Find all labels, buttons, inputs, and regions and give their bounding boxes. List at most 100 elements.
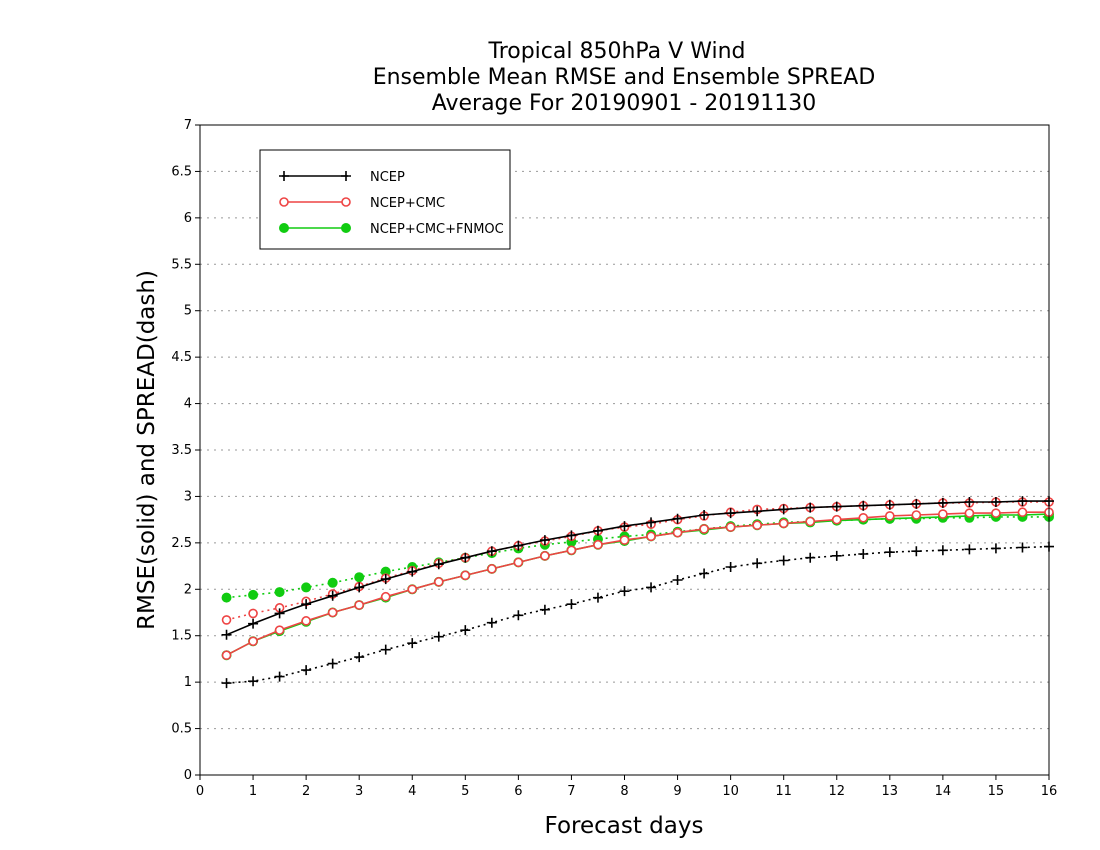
rmse-point bbox=[566, 545, 577, 556]
x-tick-label: 14 bbox=[935, 784, 952, 799]
rmse-point bbox=[433, 559, 444, 570]
rmse-point bbox=[831, 501, 842, 512]
y-axis-ticks: 0 0.5 1 1.5 2 2.5 3 3.5 4 4.5 5 5.5 6 6.5 7 bbox=[171, 118, 200, 783]
rmse-point bbox=[354, 582, 365, 593]
legend-label: NCEP+CMC+FNMOC bbox=[370, 222, 504, 237]
x-tick-label: 1 bbox=[249, 784, 257, 799]
x-tick-label: 5 bbox=[461, 784, 469, 799]
legend-marker bbox=[279, 223, 289, 233]
rmse-point bbox=[486, 546, 497, 557]
rmse-point bbox=[964, 497, 975, 507]
rmse-point bbox=[327, 590, 338, 601]
rmse-point bbox=[221, 629, 232, 640]
spread-point bbox=[433, 631, 444, 642]
title-line-2: Ensemble Mean RMSE and Ensemble SPREAD bbox=[373, 65, 876, 90]
rmse-point bbox=[301, 616, 311, 626]
x-tick-label: 4 bbox=[408, 784, 416, 799]
rmse-point bbox=[990, 497, 1001, 507]
y-axis-title: RMSE(solid) and SPREAD(dash) bbox=[134, 270, 160, 630]
spread-point bbox=[248, 589, 259, 600]
spread-point bbox=[221, 592, 232, 603]
spread-point bbox=[354, 652, 365, 663]
rmse-point bbox=[593, 539, 603, 550]
rmse-point bbox=[592, 525, 603, 536]
spread-point bbox=[248, 676, 259, 687]
spread-point bbox=[646, 582, 657, 593]
y-tick-label: 7 bbox=[184, 118, 192, 133]
legend-label: NCEP+CMC bbox=[370, 196, 445, 211]
spread-point bbox=[380, 644, 391, 655]
spread-point bbox=[460, 625, 471, 636]
y-tick-label: 0.5 bbox=[171, 722, 192, 737]
rmse-line bbox=[226, 511, 1049, 656]
spread-point bbox=[858, 549, 869, 559]
x-tick-label: 8 bbox=[620, 784, 628, 799]
spread-point bbox=[672, 575, 683, 585]
spread-point bbox=[301, 582, 312, 593]
spread-point bbox=[221, 615, 232, 625]
legend-label: NCEP bbox=[370, 170, 405, 185]
rmse-point bbox=[327, 607, 338, 618]
y-tick-label: 3 bbox=[184, 489, 192, 504]
x-tick-label: 12 bbox=[828, 784, 845, 799]
series-layer bbox=[221, 496, 1054, 689]
rmse-point bbox=[539, 535, 550, 546]
x-tick-label: 3 bbox=[355, 784, 363, 799]
spread-point bbox=[539, 604, 550, 615]
y-tick-label: 4 bbox=[184, 397, 192, 412]
spread-point bbox=[937, 545, 948, 556]
x-tick-label: 16 bbox=[1041, 784, 1058, 799]
title-line-1: Tropical 850hPa V Wind bbox=[487, 39, 745, 64]
rmse-point bbox=[752, 520, 762, 531]
spread-point bbox=[699, 568, 710, 579]
rmse-point bbox=[646, 531, 656, 542]
rmse-point bbox=[805, 502, 816, 513]
rmse-point bbox=[433, 577, 444, 587]
legend-marker bbox=[279, 197, 289, 207]
y-tick-label: 1.5 bbox=[171, 629, 192, 644]
y-tick-label: 5.5 bbox=[171, 257, 192, 272]
y-tick-label: 1 bbox=[184, 675, 192, 690]
rmse-point bbox=[274, 625, 285, 635]
spread-point bbox=[619, 586, 630, 597]
spread-point bbox=[884, 547, 895, 558]
spread-point bbox=[778, 555, 789, 566]
x-tick-label: 7 bbox=[567, 784, 575, 799]
y-tick-label: 2 bbox=[184, 582, 192, 597]
rmse-point bbox=[778, 518, 789, 529]
spread-point bbox=[752, 558, 763, 569]
spread-point bbox=[274, 671, 285, 682]
x-tick-label: 13 bbox=[882, 784, 899, 799]
rmse-point bbox=[937, 497, 948, 508]
series-ncep-cmc-fnmoc-rmse bbox=[221, 509, 1054, 661]
rmse-point bbox=[248, 618, 259, 629]
rmse-point bbox=[699, 524, 709, 534]
rmse-point bbox=[407, 566, 418, 577]
x-tick-label: 11 bbox=[775, 784, 792, 799]
spread-point bbox=[274, 587, 285, 598]
spread-point bbox=[1017, 542, 1028, 553]
rmse-point bbox=[619, 521, 630, 532]
series-ncep-cmc-fnmoc-spread bbox=[221, 511, 1054, 603]
rmse-line bbox=[226, 513, 1050, 656]
series-ncep-rmse bbox=[221, 496, 1054, 640]
rmse-point bbox=[513, 540, 524, 551]
spread-point bbox=[221, 678, 232, 689]
x-tick-label: 9 bbox=[673, 784, 681, 799]
rmse-point bbox=[221, 650, 232, 661]
rmse-point bbox=[805, 516, 816, 527]
y-tick-label: 0 bbox=[184, 768, 192, 783]
spread-point bbox=[301, 665, 312, 676]
chart-title: Tropical 850hPa V Wind Ensemble Mean RMS… bbox=[373, 39, 876, 116]
series-ncep-spread bbox=[221, 541, 1054, 689]
rmse-point bbox=[672, 527, 683, 538]
rmse-point bbox=[752, 506, 763, 517]
y-tick-label: 6 bbox=[184, 211, 192, 226]
rmse-point bbox=[513, 557, 524, 568]
rmse-point bbox=[619, 535, 630, 545]
y-tick-label: 6.5 bbox=[171, 164, 192, 179]
spread-point bbox=[592, 592, 603, 603]
x-tick-label: 2 bbox=[302, 784, 310, 799]
spread-point bbox=[911, 546, 922, 557]
rmse-point bbox=[646, 517, 657, 528]
